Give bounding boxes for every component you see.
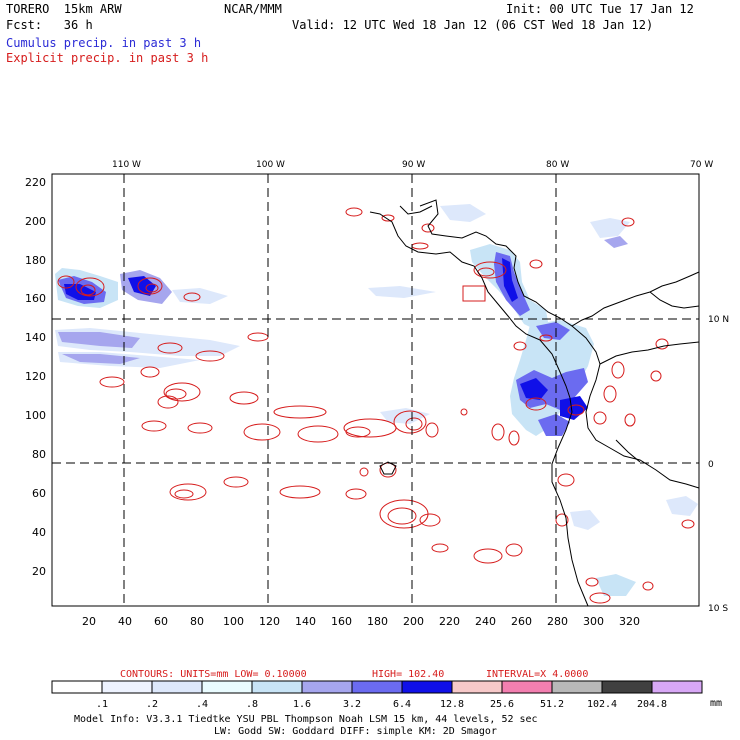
colorbar-swatch [401,680,453,694]
x-tick: 220 [439,615,460,628]
x-tick: 280 [547,615,568,628]
x-tick: 240 [475,615,496,628]
x-tick: 260 [511,615,532,628]
colorbar-label: 6.4 [393,699,411,710]
x-tick: 140 [295,615,316,628]
lat-lon-grid [52,174,699,606]
y-tick: 40 [32,526,46,539]
y-tick: 200 [25,215,46,228]
x-tick: 200 [403,615,424,628]
colorbar-swatch [501,680,553,694]
model-name: TORERO 15km ARW [6,2,122,16]
x-tick: 160 [331,615,352,628]
colorbar-swatch [551,680,603,694]
lat-label-10s: 10 S [708,604,728,614]
colorbar-label: .1 [96,699,108,710]
colorbar-label: 25.6 [490,699,514,710]
x-tick: 180 [367,615,388,628]
colorbar-swatch [601,680,653,694]
y-tick: 140 [25,331,46,344]
x-tick: 60 [154,615,168,628]
y-tick: 60 [32,487,46,500]
y-tick: 160 [25,292,46,305]
colorbar-label: 102.4 [587,699,617,710]
forecast-hour: Fcst: 36 h [6,18,93,32]
lat-label-0: 0 [708,460,714,470]
colorbar-label: .4 [196,699,208,710]
x-tick: 80 [190,615,204,628]
explicit-legend: Explicit precip. in past 3 h [6,51,209,65]
colorbar-label: 204.8 [637,699,667,710]
cumulus-legend: Cumulus precip. in past 3 h [6,36,202,50]
x-tick: 100 [223,615,244,628]
lat-label-10n: 10 N [708,315,729,325]
colorbar-swatch [51,680,103,694]
contour-high: HIGH= 102.40 [372,669,444,680]
contour-interval: INTERVAL=X 4.0000 [486,669,588,680]
model-info-line2: LW: Godd SW: Goddard DIFF: simple KM: 2D… [214,726,497,737]
x-tick: 320 [619,615,640,628]
lon-label-90w: 90 W [402,160,425,170]
colorbar-swatch [151,680,203,694]
colorbar-swatch [301,680,353,694]
colorbar-swatch [201,680,253,694]
colorbar-label: .2 [146,699,158,710]
colorbar-swatch [251,680,303,694]
x-tick: 300 [583,615,604,628]
colorbar-swatch [651,680,703,694]
y-tick: 20 [32,565,46,578]
y-tick: 100 [25,409,46,422]
valid-time: Valid: 12 UTC Wed 18 Jan 12 (06 CST Wed … [292,18,654,32]
lon-label-80w: 80 W [546,160,569,170]
y-tick: 220 [25,176,46,189]
y-tick: 80 [32,448,46,461]
x-axis-ticks: 20 40 60 80 100 120 140 160 180 200 220 … [82,615,640,628]
explicit-precip-contours [57,207,695,604]
y-tick: 180 [25,254,46,267]
colorbar-unit: mm [710,698,722,709]
colorbar-swatch [351,680,403,694]
colorbar [51,680,703,694]
colorbar-labels: .1 .2 .4 .8 1.6 3.2 6.4 12.8 25.6 51.2 102.4 204.8 [96,699,667,710]
init-time: Init: 00 UTC Tue 17 Jan 12 [506,2,694,16]
x-tick: 120 [259,615,280,628]
y-axis-ticks: 220 200 180 160 140 120 100 80 60 40 20 [25,176,46,578]
lon-label-70w: 70 W [690,160,713,170]
model-info-line1: Model Info: V3.3.1 Tiedtke YSU PBL Thomp… [74,714,538,725]
x-tick: 20 [82,615,96,628]
coastlines [369,199,700,607]
lon-label-100w: 100 W [256,160,285,170]
colorbar-label: 12.8 [440,699,464,710]
colorbar-swatch [101,680,153,694]
y-tick: 120 [25,370,46,383]
colorbar-swatch [451,680,503,694]
cumulus-precip-shading [55,204,698,596]
x-tick: 40 [118,615,132,628]
organization-label: NCAR/MMM [224,2,282,16]
contour-units: CONTOURS: UNITS=mm LOW= 0.10000 [120,669,307,680]
lon-label-110w: 110 W [112,160,141,170]
colorbar-label: .8 [246,699,258,710]
colorbar-label: 3.2 [343,699,361,710]
colorbar-label: 1.6 [293,699,311,710]
colorbar-label: 51.2 [540,699,564,710]
plot-frame [51,173,700,607]
